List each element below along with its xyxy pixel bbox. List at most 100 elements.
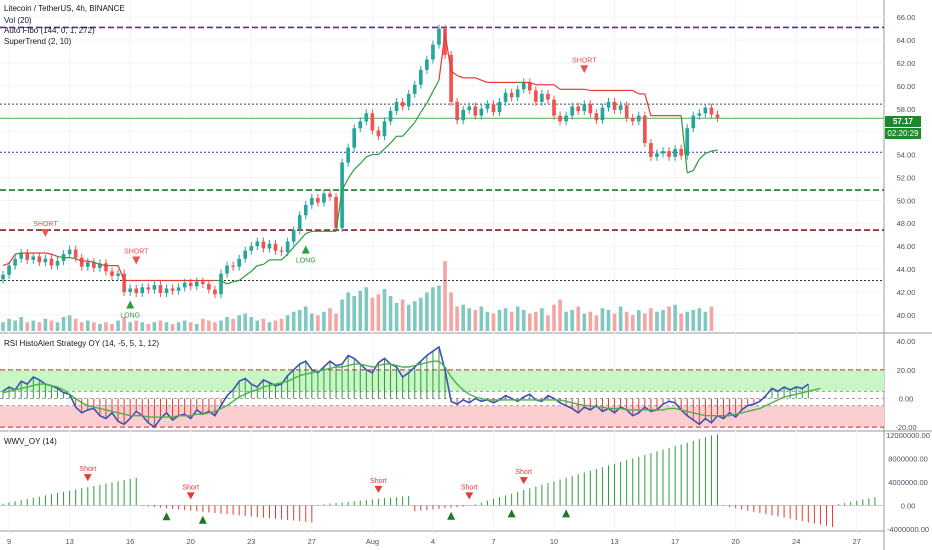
volume-bar xyxy=(467,308,472,331)
wwv-tick-label: 8000000.00 xyxy=(888,454,928,463)
volume-bar xyxy=(515,306,520,331)
volume-bar xyxy=(540,308,544,331)
supertrend-segment xyxy=(359,156,367,165)
wwv-short-arrow xyxy=(465,492,474,500)
volume-bar xyxy=(146,324,151,331)
candle-body xyxy=(140,287,145,294)
x-tick-label: 27 xyxy=(853,537,861,546)
volume-bar xyxy=(291,311,296,331)
short-signal-label: SHORT xyxy=(124,248,149,255)
short-signal-label: SHORT xyxy=(572,57,597,64)
volume-bar xyxy=(364,287,369,331)
candle-body xyxy=(667,151,671,157)
volume-bar xyxy=(576,306,581,331)
wwv-long-arrow xyxy=(507,509,516,518)
supertrend-segment xyxy=(281,253,289,261)
volume-bar xyxy=(582,313,587,331)
candle-body xyxy=(570,106,574,116)
candle-body xyxy=(382,121,387,137)
candle-body xyxy=(376,130,381,137)
candle-body xyxy=(231,265,235,267)
supertrend-segment xyxy=(8,253,16,264)
volume-bar xyxy=(346,292,350,331)
volume-bar xyxy=(594,315,599,331)
candle-body xyxy=(104,263,108,272)
rsi-red-zone xyxy=(0,405,884,428)
volume-bar xyxy=(564,311,568,331)
candle-body xyxy=(37,256,42,263)
volume-bar xyxy=(140,322,145,331)
candle-body xyxy=(594,113,599,121)
wwv-short-arrow xyxy=(186,492,195,500)
candle-body xyxy=(655,153,659,157)
plot-background xyxy=(0,0,884,550)
candle-body xyxy=(303,204,308,216)
candle-body xyxy=(1,274,5,280)
volume-bar xyxy=(630,315,635,331)
supertrend-segment xyxy=(250,265,258,272)
volume-bar xyxy=(679,313,683,331)
rsi-pane-title: RSI HistoAlert Strategy OY (14, -5, 5, 1… xyxy=(4,339,160,348)
supertrend-segment xyxy=(390,135,398,144)
candle-body xyxy=(576,106,581,112)
candle-body xyxy=(443,28,447,55)
price-tick-label: 44.00 xyxy=(897,265,916,274)
volume-bar xyxy=(79,322,84,331)
candle-body xyxy=(25,253,30,260)
wwv-short-label: Short xyxy=(182,484,199,491)
candle-body xyxy=(316,198,320,203)
wwv-long-arrow xyxy=(162,512,171,521)
candle-body xyxy=(158,285,163,294)
volume-bar xyxy=(1,322,5,331)
supertrend-segment xyxy=(69,256,76,260)
price-tick-label: 52.00 xyxy=(897,173,916,182)
candle-body xyxy=(400,101,405,107)
volume-bar xyxy=(49,320,54,331)
supertrend-segment xyxy=(687,170,694,174)
volume-bar xyxy=(425,292,429,331)
volume-bar xyxy=(624,311,629,331)
volume-bar xyxy=(534,311,538,331)
short-signal-arrow xyxy=(41,229,50,238)
supertrend-segment xyxy=(553,84,561,90)
supertrend-segment xyxy=(384,142,391,150)
legend-supertrend: SuperTrend (2, 10) xyxy=(4,37,72,46)
wwv-tick-label: 0.00 xyxy=(901,501,916,510)
rsi-tick-label: -20.00 xyxy=(895,423,916,432)
candle-body xyxy=(546,93,550,100)
wwv-long-arrow xyxy=(447,511,456,520)
last-price-badge: 57.17 xyxy=(885,116,921,127)
price-tick-label: 42.00 xyxy=(897,288,916,297)
candle-body xyxy=(515,89,520,98)
candle-body xyxy=(146,287,151,290)
candle-body xyxy=(418,69,423,85)
candle-body xyxy=(31,256,36,260)
volume-bar xyxy=(509,311,514,331)
x-tick-label: Aug xyxy=(366,537,379,546)
price-tick-label: 62.00 xyxy=(897,59,916,68)
supertrend-segment xyxy=(711,149,718,152)
legend-autofibo: Auto Fibo (144, 0, 1, 272) xyxy=(4,26,95,35)
supertrend-segment xyxy=(87,260,94,263)
candle-body xyxy=(128,288,132,292)
volume-bar xyxy=(182,320,187,331)
volume-bar xyxy=(267,322,272,331)
volume-bar xyxy=(237,315,241,331)
volume-bar xyxy=(643,313,647,331)
volume-bar xyxy=(600,308,605,331)
long-signal-label: LONG xyxy=(835,0,855,2)
volume-bar xyxy=(128,322,132,331)
supertrend-segment xyxy=(117,265,125,281)
candle-body xyxy=(503,92,508,102)
x-tick-label: 4 xyxy=(431,537,435,546)
candle-body xyxy=(612,101,617,110)
volume-bar xyxy=(437,285,441,331)
candle-body xyxy=(122,273,126,292)
candle-body xyxy=(624,105,629,118)
volume-bar xyxy=(394,303,399,331)
candle-body xyxy=(73,249,78,258)
supertrend-segment xyxy=(305,230,313,235)
wwv-short-arrow xyxy=(519,477,528,485)
supertrend-segment xyxy=(99,263,107,267)
